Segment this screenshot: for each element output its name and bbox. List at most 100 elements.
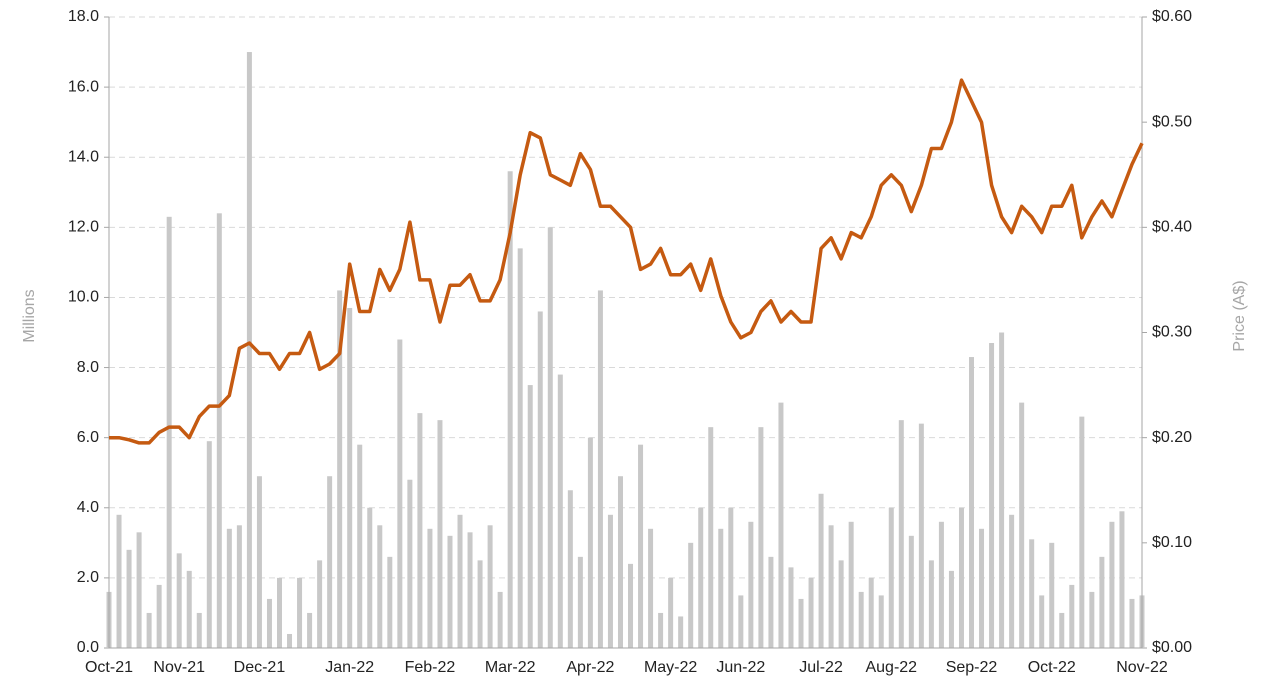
bar bbox=[116, 514, 122, 648]
bar bbox=[1079, 416, 1085, 648]
bar bbox=[858, 591, 864, 648]
bar bbox=[467, 532, 473, 648]
bar bbox=[266, 598, 272, 648]
bar bbox=[537, 311, 543, 648]
bar bbox=[567, 490, 573, 648]
y-tick-label: 0.0 bbox=[77, 639, 99, 656]
bar bbox=[1109, 521, 1115, 648]
x-tick-label: Nov-21 bbox=[153, 659, 205, 676]
y-tick-label: 4.0 bbox=[77, 499, 99, 516]
bar bbox=[1049, 542, 1055, 648]
bar bbox=[337, 290, 343, 648]
bar bbox=[818, 493, 824, 648]
bar bbox=[287, 633, 293, 648]
y2-tick-label: $0.50 bbox=[1152, 113, 1192, 130]
bar bbox=[898, 420, 904, 648]
x-tick-label: Apr-22 bbox=[566, 659, 614, 676]
bar bbox=[1029, 539, 1035, 648]
bar bbox=[958, 507, 964, 648]
y-tick-label: 12.0 bbox=[68, 219, 99, 236]
x-tick-label: Oct-21 bbox=[85, 659, 133, 676]
bar bbox=[1009, 514, 1015, 648]
bar bbox=[357, 444, 363, 648]
y-tick-label: 2.0 bbox=[77, 569, 99, 586]
bar bbox=[497, 591, 503, 648]
y2-tick-label: $0.60 bbox=[1152, 8, 1192, 25]
bar bbox=[347, 307, 353, 648]
bar bbox=[176, 553, 182, 648]
y-tick-label: 8.0 bbox=[77, 359, 99, 376]
bar bbox=[778, 402, 784, 648]
bar bbox=[447, 535, 453, 648]
bar bbox=[557, 374, 563, 648]
bar bbox=[628, 563, 634, 648]
bar bbox=[597, 290, 603, 648]
y-tick-label: 18.0 bbox=[68, 8, 99, 25]
y2-axis-title: Price (A$) bbox=[1231, 280, 1248, 351]
y2-tick-label: $0.30 bbox=[1152, 324, 1192, 341]
bar bbox=[698, 507, 704, 648]
bar bbox=[166, 216, 172, 649]
bar bbox=[828, 525, 834, 648]
bar bbox=[307, 612, 313, 648]
bar bbox=[317, 560, 323, 648]
bar bbox=[658, 612, 664, 648]
bar bbox=[989, 343, 995, 648]
bar bbox=[948, 570, 954, 648]
bar bbox=[427, 528, 433, 648]
bar bbox=[918, 423, 924, 648]
bar bbox=[979, 528, 985, 648]
bar bbox=[848, 521, 854, 648]
bar bbox=[276, 577, 282, 648]
bar bbox=[297, 577, 303, 648]
bar bbox=[477, 560, 483, 648]
y2-tick-label: $0.20 bbox=[1152, 429, 1192, 446]
bar bbox=[638, 444, 644, 648]
bar bbox=[126, 549, 132, 648]
bar bbox=[387, 556, 393, 648]
x-tick-label: Oct-22 bbox=[1028, 659, 1076, 676]
y2-tick-label: $0.40 bbox=[1152, 219, 1192, 236]
y-tick-label: 14.0 bbox=[68, 148, 99, 165]
bar bbox=[838, 560, 844, 648]
bar bbox=[457, 514, 463, 648]
bar bbox=[186, 570, 192, 648]
bar bbox=[577, 556, 583, 648]
bar bbox=[648, 528, 654, 648]
bar bbox=[999, 332, 1005, 648]
bar bbox=[708, 427, 714, 648]
bar bbox=[748, 521, 754, 648]
bar bbox=[607, 514, 613, 648]
bar bbox=[206, 441, 212, 648]
bar bbox=[668, 577, 674, 648]
bar bbox=[487, 525, 493, 648]
x-tick-label: Jul-22 bbox=[799, 659, 843, 676]
bar bbox=[718, 528, 724, 648]
bar bbox=[1119, 511, 1125, 648]
bar bbox=[507, 171, 513, 648]
x-tick-label: Jun-22 bbox=[716, 659, 765, 676]
y-tick-label: 10.0 bbox=[68, 289, 99, 306]
bar bbox=[587, 437, 593, 648]
bar bbox=[156, 584, 162, 648]
bar bbox=[327, 476, 333, 648]
bar bbox=[768, 556, 774, 648]
bar bbox=[256, 476, 262, 648]
bar bbox=[888, 507, 894, 648]
bar bbox=[758, 427, 764, 648]
bar bbox=[868, 577, 874, 648]
x-tick-label: Jan-22 bbox=[325, 659, 374, 676]
x-tick-label: Dec-21 bbox=[234, 659, 286, 676]
bar bbox=[728, 507, 734, 648]
bar bbox=[617, 476, 623, 648]
y-axis-title: Millions bbox=[21, 289, 38, 342]
bar bbox=[377, 525, 383, 648]
bar bbox=[908, 535, 914, 648]
bar bbox=[397, 339, 403, 648]
bar bbox=[226, 528, 232, 648]
x-tick-label: Nov-22 bbox=[1116, 659, 1168, 676]
y2-tick-label: $0.10 bbox=[1152, 534, 1192, 551]
y-tick-label: 6.0 bbox=[77, 429, 99, 446]
bar bbox=[1019, 402, 1025, 648]
